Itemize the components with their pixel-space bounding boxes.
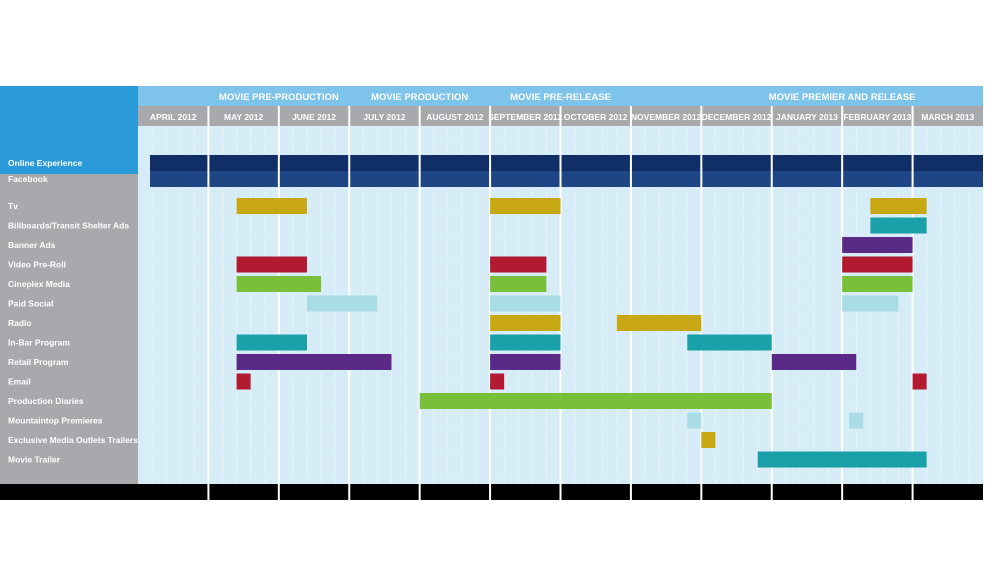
gantt-bar: [236, 334, 307, 351]
gantt-bar: [490, 198, 561, 214]
label-column: [0, 174, 138, 484]
gantt-bar: [842, 237, 913, 253]
row-label: Email: [8, 377, 31, 387]
gantt-bar: [419, 393, 772, 409]
gantt-bar: [842, 256, 913, 273]
gantt-bar: [870, 198, 927, 214]
gantt-bar: [490, 373, 505, 390]
row-label: Production Diaries: [8, 396, 84, 406]
month-label: JANUARY 2013: [776, 112, 838, 122]
gantt-bar: [490, 315, 561, 331]
gantt-bar: [757, 451, 927, 468]
corner-block: [0, 86, 138, 174]
row-label: Facebook: [8, 174, 48, 184]
gantt-bar: [490, 295, 561, 312]
bottom-bar: [0, 484, 983, 500]
row-label: Banner Ads: [8, 240, 56, 250]
gantt-bar: [236, 276, 322, 292]
month-label: NOVEMBER 2012: [631, 112, 702, 122]
month-label: OCTOBER 2012: [564, 112, 628, 122]
gantt-bar: [236, 373, 251, 390]
gantt-bar: [490, 354, 561, 370]
gantt-bar: [870, 217, 927, 234]
row-label: Paid Social: [8, 299, 53, 309]
phase-label: MOVIE PRODUCTION: [371, 92, 468, 103]
month-label: SEPTEMBER 2012: [488, 112, 562, 122]
gantt-bar: [849, 412, 864, 429]
row-label: Tv: [8, 201, 18, 211]
row-label: Video Pre-Roll: [8, 260, 66, 270]
month-label: APRIL 2012: [150, 112, 197, 122]
row-label: Mountaintop Premieres: [8, 416, 103, 426]
gantt-bar: [616, 315, 702, 331]
gantt-bar: [701, 432, 716, 448]
gantt-bar: [150, 155, 983, 171]
gantt-bar: [236, 354, 392, 370]
gantt-bar: [150, 171, 983, 187]
row-label: In-Bar Program: [8, 338, 70, 348]
gantt-bar: [307, 295, 378, 312]
row-label: Exclusive Media Outlets Trailers: [8, 435, 138, 445]
gantt-bar: [771, 354, 857, 370]
gantt-bar: [842, 276, 913, 292]
phase-label: MOVIE PRE-RELEASE: [510, 92, 611, 103]
phase-label: MOVIE PREMIER AND RELEASE: [769, 92, 916, 103]
month-label: MAY 2012: [224, 112, 263, 122]
month-label: FEBRUARY 2013: [843, 112, 911, 122]
phase-label: MOVIE PRE-PRODUCTION: [219, 92, 339, 103]
row-label: Billboards/Transit Shelter Ads: [8, 221, 129, 231]
gantt-bar: [687, 412, 702, 429]
row-label: Online Experience: [8, 158, 82, 168]
gantt-bar: [912, 373, 927, 390]
gantt-bar: [236, 198, 307, 214]
gantt-bar: [842, 295, 899, 312]
gantt-bar: [490, 276, 547, 292]
row-label: Cineplex Media: [8, 279, 70, 289]
month-label: JULY 2012: [363, 112, 405, 122]
row-label: Retail Program: [8, 357, 69, 367]
gantt-bar: [687, 334, 772, 351]
gantt-bar: [236, 256, 307, 273]
month-label: DECEMBER 2012: [702, 112, 772, 122]
gantt-bar: [490, 256, 547, 273]
phase-band: [138, 86, 983, 106]
gantt-bar: [490, 334, 561, 351]
month-label: AUGUST 2012: [426, 112, 483, 122]
row-label: Radio: [8, 318, 32, 328]
month-label: JUNE 2012: [292, 112, 336, 122]
month-label: MARCH 2013: [921, 112, 974, 122]
row-label: Movie Trailer: [8, 455, 61, 465]
